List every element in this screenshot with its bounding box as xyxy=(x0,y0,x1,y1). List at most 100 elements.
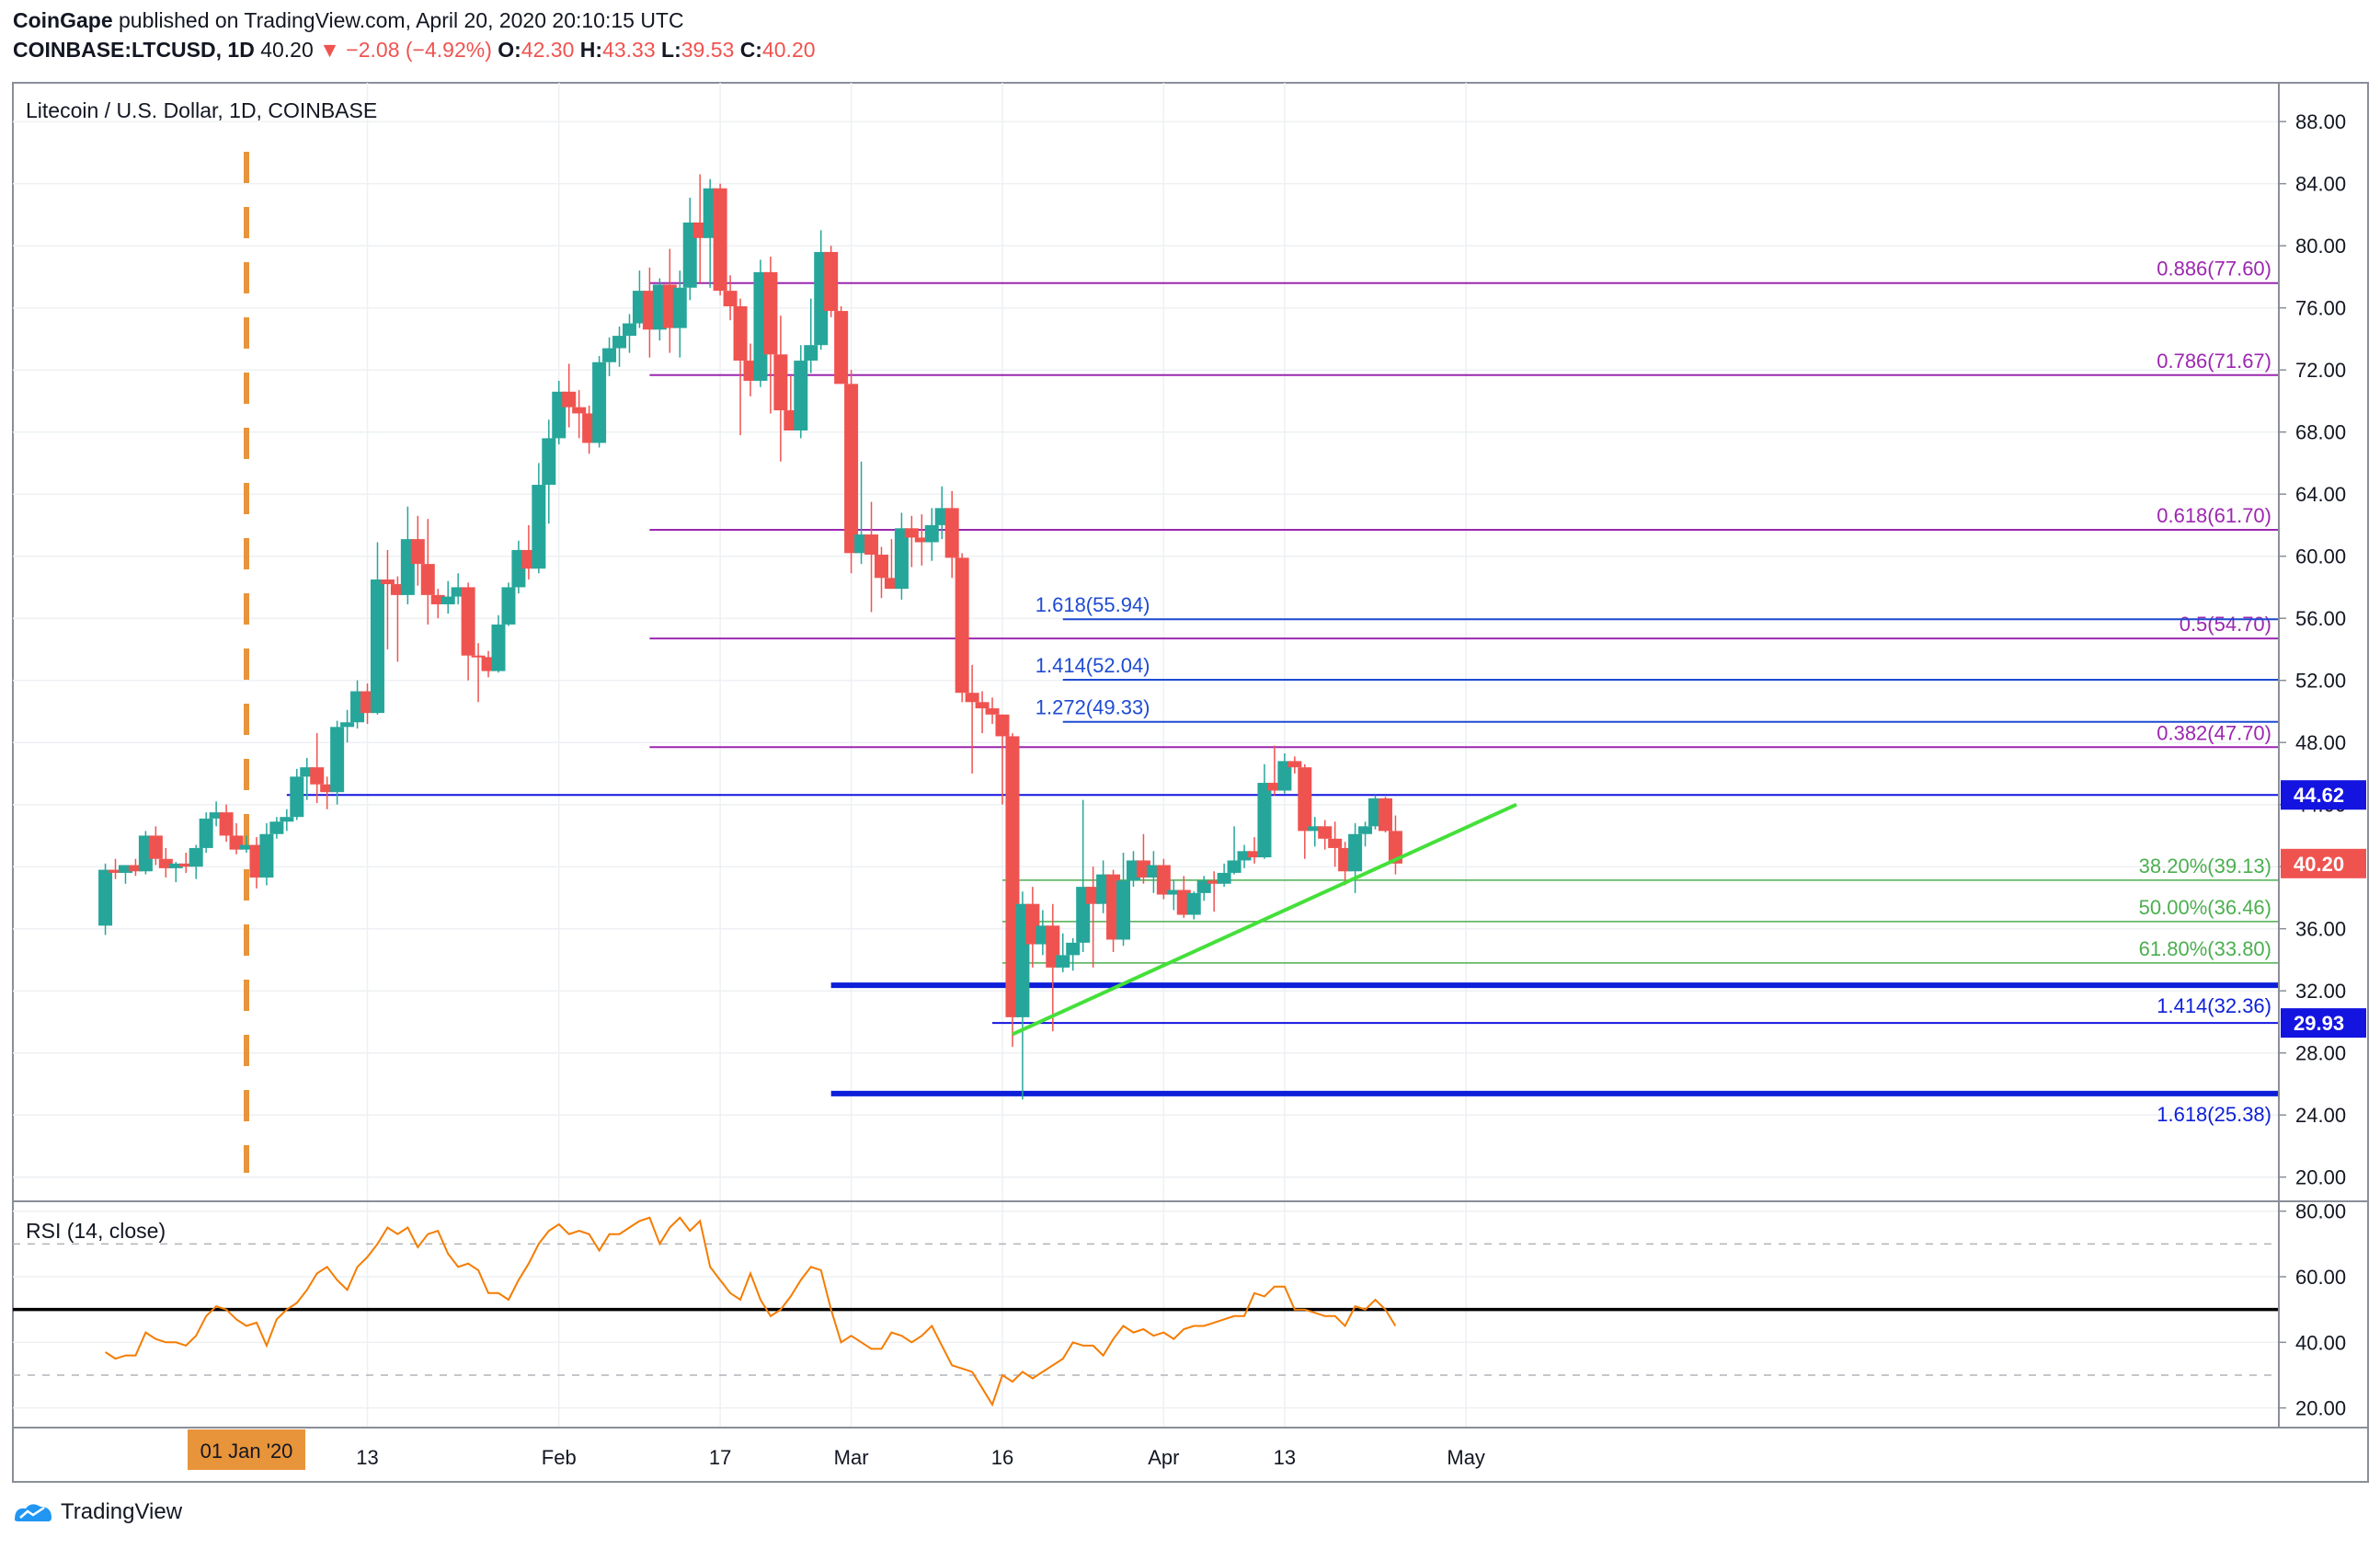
candle-body xyxy=(622,323,636,337)
candle-body xyxy=(219,812,234,836)
chart-header: CoinGape published on TradingView.com, A… xyxy=(13,6,816,64)
price-badge-label: 40.20 xyxy=(2294,853,2344,876)
price-badge xyxy=(2281,1008,2366,1038)
candle-body xyxy=(370,579,384,714)
candle-body xyxy=(410,539,425,565)
price-tick-label: 76.00 xyxy=(2295,297,2346,320)
candle-body xyxy=(763,271,778,355)
candle-body xyxy=(330,727,345,793)
candle-body xyxy=(824,251,839,312)
candle-body xyxy=(300,767,315,777)
candle-body xyxy=(1358,826,1373,834)
candle-body xyxy=(1298,767,1312,832)
candle-body xyxy=(239,844,254,850)
candle-body xyxy=(904,528,919,538)
rsi-tick-label: 80.00 xyxy=(2295,1200,2346,1223)
price-badge-label: 44.62 xyxy=(2294,784,2344,807)
price-tick-label: 56.00 xyxy=(2295,607,2346,630)
rsi-line xyxy=(105,1216,1397,1407)
candle-body xyxy=(612,336,627,349)
candle-body xyxy=(199,818,213,848)
high-label: H: xyxy=(579,38,603,62)
candle-body xyxy=(975,702,990,709)
level-label: 1.414(32.36) xyxy=(2157,994,2271,1017)
candle-body xyxy=(924,524,939,543)
level-label: 1.618(55.94) xyxy=(1036,593,1150,616)
candle-body xyxy=(390,584,405,595)
candle-body xyxy=(1156,865,1171,895)
price-tick-label: 60.00 xyxy=(2295,545,2346,568)
candle-body xyxy=(280,817,294,822)
time-tick-label: Mar xyxy=(834,1446,869,1469)
candle-body xyxy=(1217,872,1231,884)
ascending-trendline xyxy=(1012,802,1517,1037)
candle-body xyxy=(430,594,445,604)
candle-body xyxy=(985,708,1000,715)
candle-body xyxy=(158,858,173,868)
price-tick-label: 32.00 xyxy=(2295,980,2346,1003)
open-value: 42.30 xyxy=(521,38,575,62)
candle-body xyxy=(914,537,929,543)
grid xyxy=(13,83,2279,1428)
candle-body xyxy=(380,579,395,585)
candle-body xyxy=(1257,783,1272,858)
candle-body xyxy=(804,345,818,361)
candle-body xyxy=(874,555,888,579)
candle-body xyxy=(168,863,183,868)
chart-frame xyxy=(12,82,2369,1483)
candle-body xyxy=(572,407,587,414)
rsi-tick-label: 60.00 xyxy=(2295,1266,2346,1289)
candle-body xyxy=(1207,880,1221,884)
candle-body xyxy=(834,311,849,384)
candle-body xyxy=(1116,880,1131,940)
level-label: 38.20%(39.13) xyxy=(2139,855,2271,878)
candle-body xyxy=(109,869,123,873)
chart-title: Litecoin / U.S. Dollar, 1D, COINBASE xyxy=(26,98,377,122)
rsi-pane[interactable] xyxy=(13,1216,2279,1407)
candles[interactable] xyxy=(98,174,1402,1100)
candle-body xyxy=(441,596,455,604)
trendline[interactable] xyxy=(1012,802,1517,1037)
candle-body xyxy=(592,361,607,443)
price-tick-label: 68.00 xyxy=(2295,421,2346,444)
candle-body xyxy=(794,361,808,430)
price-tick-label: 72.00 xyxy=(2295,359,2346,382)
low-label: L: xyxy=(661,38,681,62)
candle-body xyxy=(1318,826,1333,839)
candle-body xyxy=(1186,892,1201,915)
candle-body xyxy=(723,291,738,306)
footer: TradingView xyxy=(13,1499,182,1525)
price-tick-label: 88.00 xyxy=(2295,110,2346,133)
candle-body xyxy=(672,287,687,328)
candle-body xyxy=(259,833,274,878)
time-tick-label: Feb xyxy=(542,1446,577,1469)
price-tick-label: 52.00 xyxy=(2295,670,2346,693)
candle-body xyxy=(209,812,223,819)
price-badge xyxy=(2281,780,2366,810)
date-badge xyxy=(188,1429,305,1470)
rsi-tick-label: 20.00 xyxy=(2295,1397,2346,1420)
publish-line: CoinGape published on TradingView.com, A… xyxy=(13,6,816,35)
candle-body xyxy=(1247,851,1262,858)
fibonacci-levels: 0.886(77.60) 0.786(71.67) 0.618(61.70) 0.5(… xyxy=(244,152,2279,1173)
candle-body xyxy=(340,722,355,728)
candle-body xyxy=(269,821,284,834)
footer-brand: TradingView xyxy=(61,1499,183,1524)
price-badge xyxy=(2281,848,2366,878)
candle-body xyxy=(420,564,435,595)
level-label: 1.618(25.38) xyxy=(2157,1103,2271,1126)
level-label: 61.80%(33.80) xyxy=(2139,937,2271,960)
close-label: C: xyxy=(739,38,762,62)
candle-body xyxy=(713,188,727,292)
candle-body xyxy=(894,528,909,590)
candle-body xyxy=(733,306,748,361)
candle-body xyxy=(1066,942,1081,956)
level-label: 0.886(77.60) xyxy=(2157,258,2271,281)
candle-body xyxy=(471,655,486,658)
candle-body xyxy=(602,348,617,362)
candle-body xyxy=(1348,833,1363,872)
candle-body xyxy=(290,776,304,818)
price-tick-label: 80.00 xyxy=(2295,235,2346,258)
candle-body xyxy=(1056,955,1070,968)
